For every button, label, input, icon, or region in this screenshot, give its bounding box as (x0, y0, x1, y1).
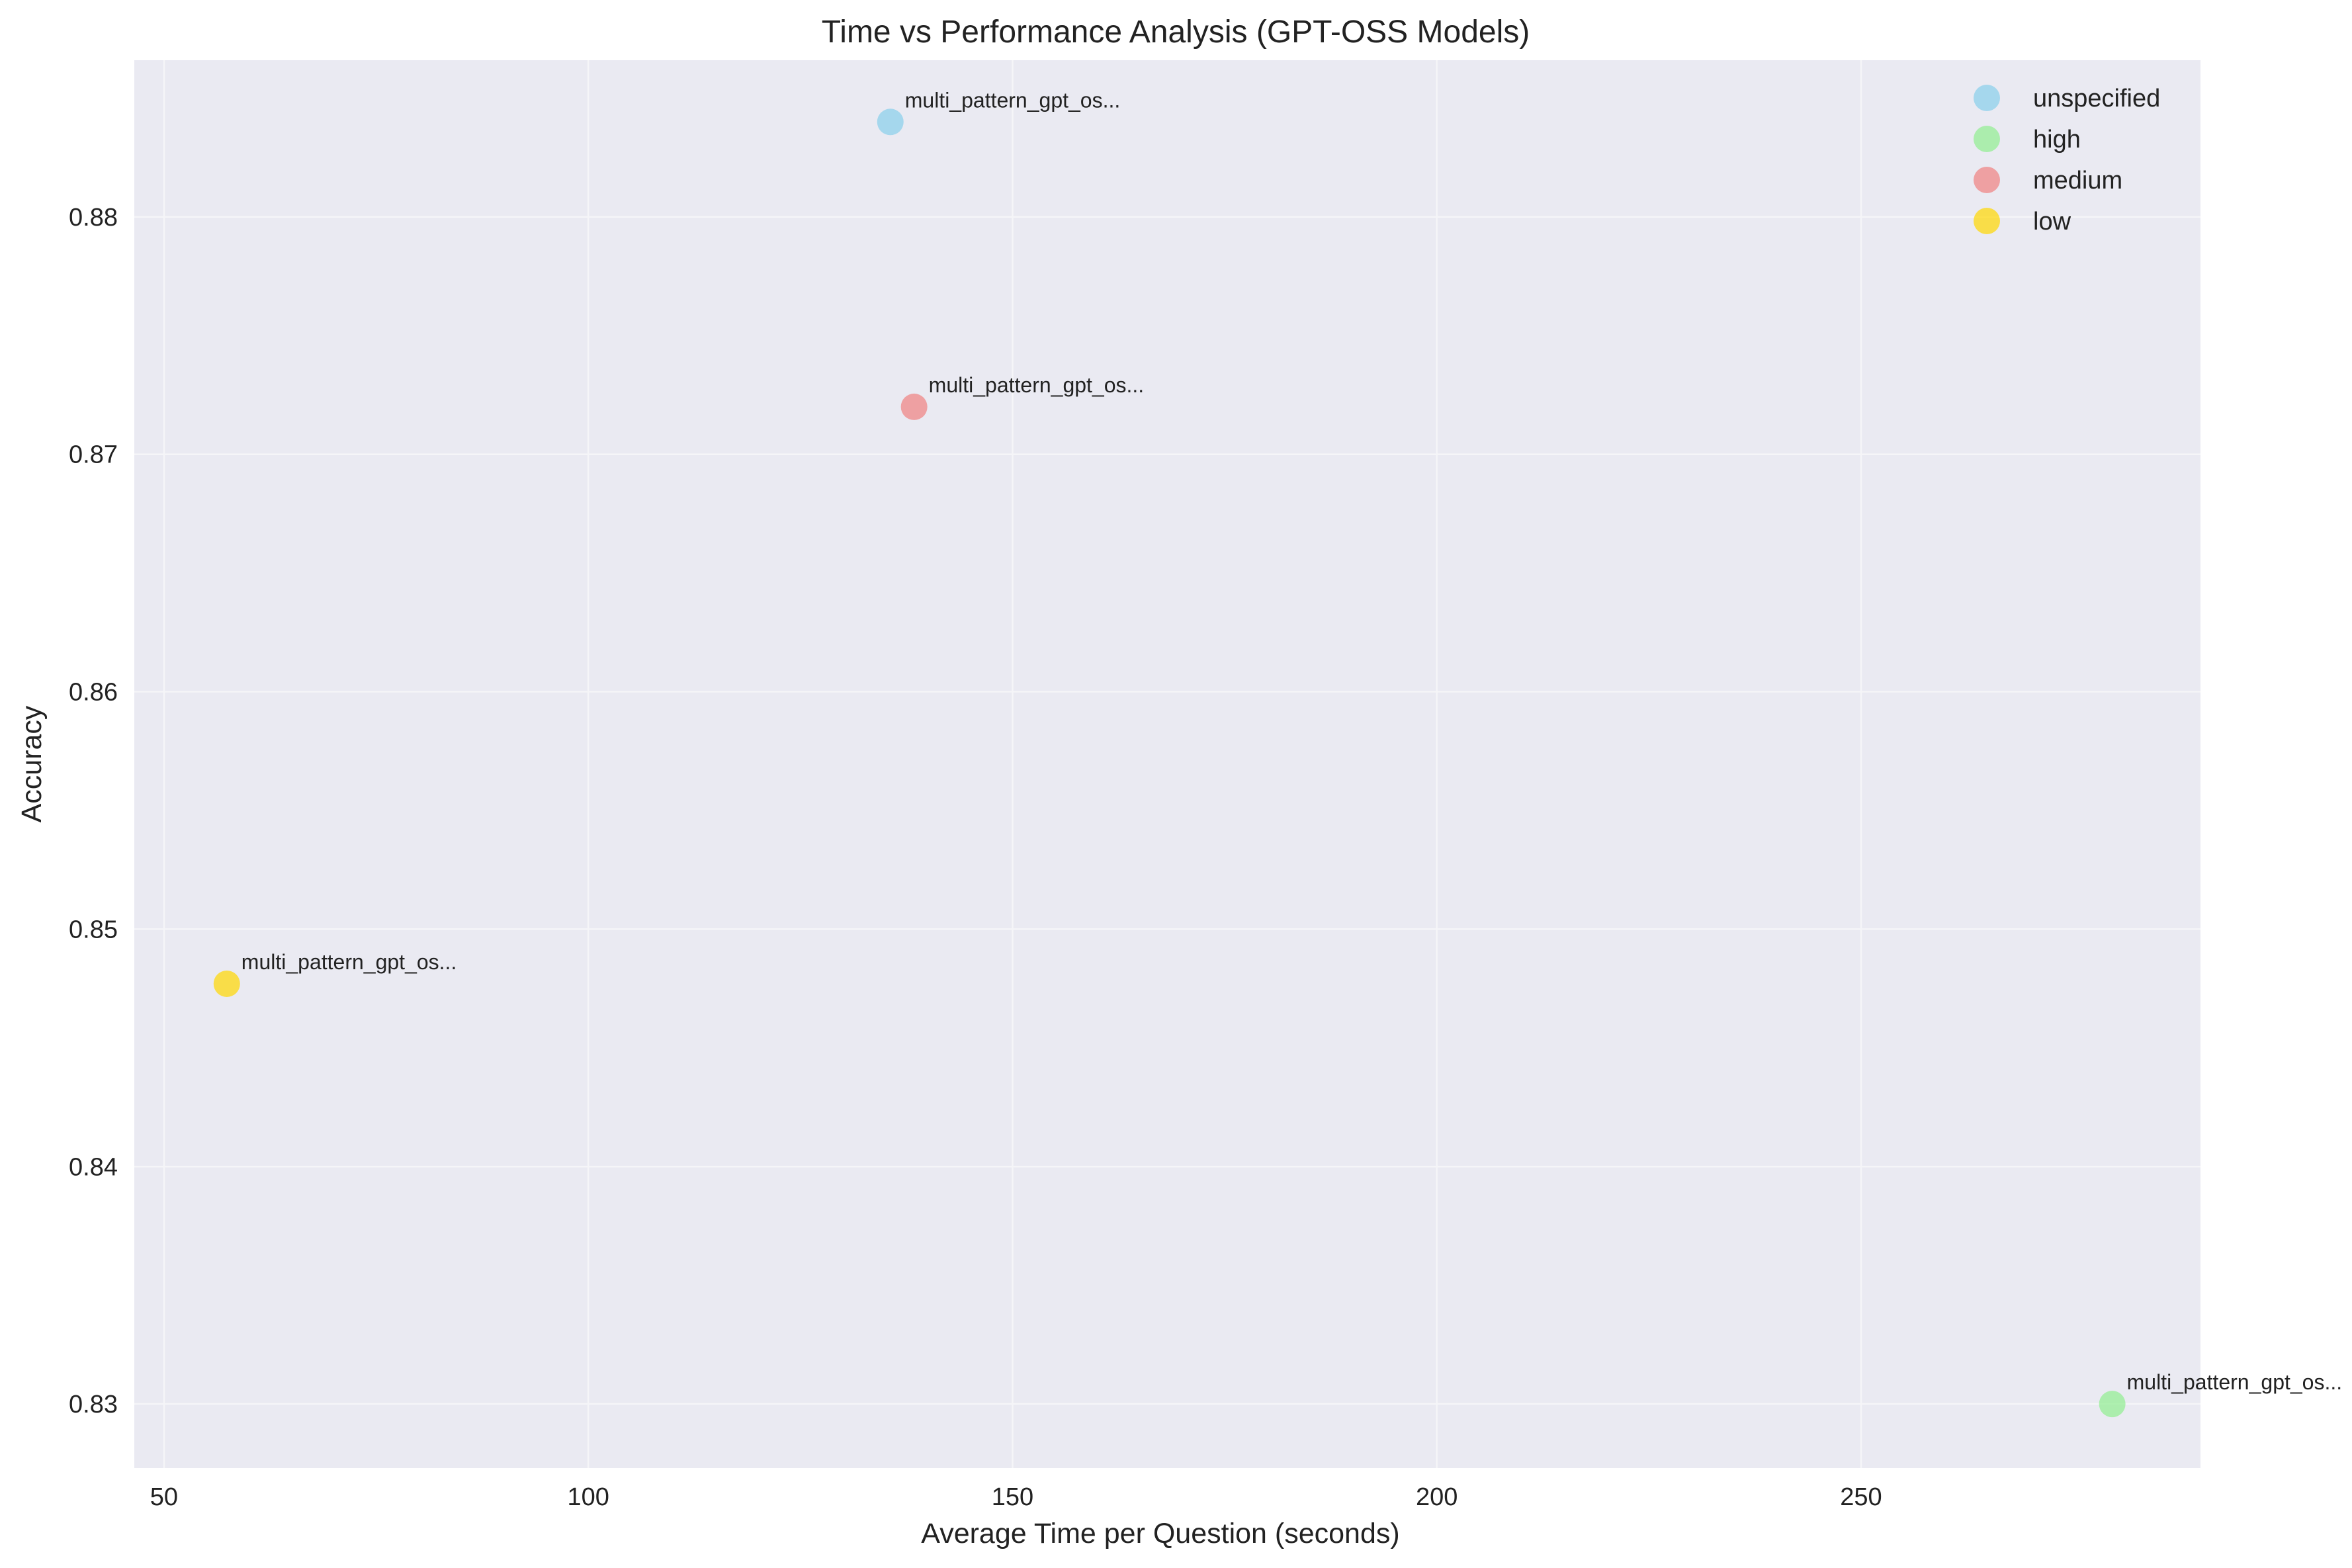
data-point-high (2099, 1391, 2126, 1418)
point-annotation: multi_pattern_gpt_os... (929, 373, 1145, 397)
tick-labels: 50 100 150 200 250 0.83 0.84 0.85 0.86 0.87 0.88 (69, 204, 1882, 1511)
legend-label-medium: medium (2033, 167, 2122, 195)
data-point-low (213, 970, 240, 997)
y-tick-label: 0.85 (69, 916, 118, 943)
chart-title: Time vs Performance Analysis (GPT-OSS Mo… (822, 15, 1530, 50)
point-annotation: multi_pattern_gpt_os... (2127, 1370, 2343, 1394)
legend-marker-unspecified (1974, 85, 2000, 111)
x-tick-label: 50 (150, 1483, 178, 1511)
grid-lines (134, 60, 2200, 1468)
x-axis-label: Average Time per Question (seconds) (921, 1518, 1399, 1549)
y-tick-label: 0.87 (69, 441, 118, 469)
legend: unspecified high medium low (1974, 85, 2160, 236)
x-tick-label: 150 (992, 1483, 1033, 1511)
point-annotation: multi_pattern_gpt_os... (241, 950, 457, 974)
data-point-unspecified (877, 109, 904, 136)
data-point-medium (900, 393, 928, 420)
legend-label-high: high (2033, 126, 2081, 153)
y-tick-label: 0.83 (69, 1391, 118, 1418)
legend-label-low: low (2033, 208, 2071, 236)
point-annotation: multi_pattern_gpt_os... (905, 88, 1121, 112)
legend-marker-low (1974, 208, 2000, 234)
y-tick-label: 0.84 (69, 1153, 118, 1181)
x-tick-label: 100 (567, 1483, 609, 1511)
y-tick-label: 0.88 (69, 204, 118, 232)
legend-label-unspecified: unspecified (2033, 85, 2160, 112)
y-axis-label: Accuracy (16, 705, 48, 822)
data-points: multi_pattern_gpt_os... multi_pattern_gpt… (213, 88, 2343, 1418)
legend-marker-high (1974, 126, 2000, 152)
x-tick-label: 200 (1416, 1483, 1458, 1511)
x-tick-label: 250 (1840, 1483, 1882, 1511)
y-tick-label: 0.86 (69, 679, 118, 707)
plot-area (134, 60, 2200, 1468)
legend-marker-medium (1974, 167, 2000, 193)
